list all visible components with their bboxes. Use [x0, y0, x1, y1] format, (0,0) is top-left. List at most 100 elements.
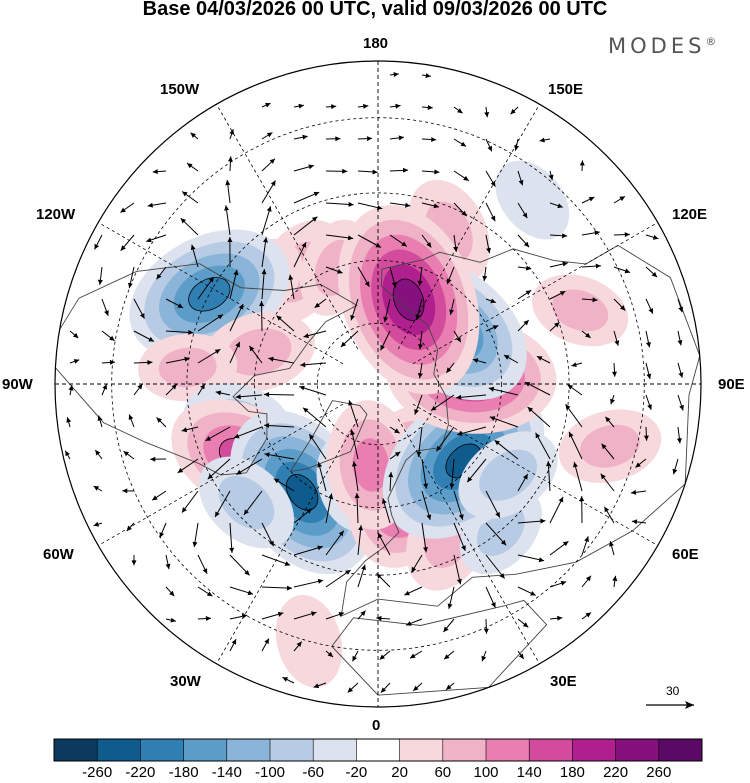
wind-arrow — [197, 348, 221, 364]
wind-arrow — [293, 578, 324, 588]
wind-arrow — [379, 650, 391, 660]
wind-arrow — [64, 450, 71, 460]
wind-arrow — [214, 490, 231, 518]
wind-arrow — [229, 522, 235, 553]
colorbar-tick-label: 60 — [434, 764, 452, 781]
anomaly-contour — [352, 438, 390, 492]
colorbar-swatch — [226, 739, 271, 761]
wind-arrow — [229, 638, 237, 652]
lon-label-30e: 30E — [550, 673, 577, 690]
wind-arrow — [517, 319, 530, 332]
wind-arrow — [131, 555, 137, 566]
wind-arrow — [579, 160, 585, 172]
lon-label-90e: 90E — [718, 376, 745, 393]
wind-arrow — [133, 383, 143, 396]
wind-arrow — [165, 298, 184, 309]
wind-arrow — [93, 521, 103, 527]
wind-arrow — [317, 461, 327, 492]
wind-arrow — [165, 586, 175, 597]
wind-arrow — [409, 650, 423, 659]
wind-arrow — [197, 276, 215, 300]
wind-arrow — [446, 266, 455, 285]
wind-arrow — [302, 407, 327, 428]
wind-arrow — [261, 638, 270, 652]
wind-arrow — [165, 383, 178, 396]
wind-arrow — [605, 416, 615, 428]
wind-arrow — [357, 103, 369, 109]
wind-arrow — [612, 575, 618, 588]
wind-arrow — [549, 540, 569, 556]
brand-logo: MODES® — [608, 34, 716, 58]
lon-label-150e: 150E — [548, 81, 584, 98]
lon-label-90w: 90W — [2, 376, 33, 393]
wind-arrow — [549, 261, 568, 268]
wind-arrow — [453, 522, 466, 551]
wind-vectors — [64, 72, 684, 694]
colorbar-swatch — [615, 739, 660, 761]
wind-arrow — [133, 298, 145, 319]
wind-arrow — [600, 473, 615, 492]
colorbar-tick-label: -20 — [345, 764, 368, 781]
wind-arrow — [581, 196, 595, 204]
wind-arrow — [421, 169, 440, 175]
wind-arrow — [325, 136, 341, 142]
wind-arrow — [165, 617, 177, 623]
wind-arrow — [357, 610, 366, 620]
wind-arrow — [677, 394, 684, 411]
wind-arrow — [630, 489, 647, 495]
wind-arrow — [248, 345, 263, 364]
wind-arrow — [645, 330, 651, 348]
meridian-line — [216, 418, 359, 664]
wind-arrow — [581, 263, 601, 269]
wind-arrow — [456, 426, 487, 436]
colorbar-tick-label: -260 — [82, 764, 113, 781]
colorbar-tick-label: -140 — [211, 764, 242, 781]
wind-arrow — [381, 498, 391, 524]
colorbar-swatch — [140, 739, 184, 761]
wind-arrow — [485, 522, 507, 546]
wind-arrow — [612, 362, 617, 377]
wind-arrow — [485, 138, 493, 152]
wind-arrow — [546, 461, 551, 492]
wind-arrow — [133, 330, 155, 342]
wind-arrow — [93, 485, 103, 492]
wind-arrow — [325, 266, 343, 274]
wind-arrow — [190, 132, 199, 140]
wind-arrow — [197, 314, 224, 332]
wind-arrow — [389, 426, 400, 434]
colorbar-tick-label: -60 — [302, 764, 325, 781]
wind-arrow — [389, 103, 401, 109]
wind-arrow — [352, 650, 359, 662]
wind-arrow — [613, 298, 626, 311]
wind-arrow — [313, 682, 327, 689]
wind-arrow — [192, 522, 199, 548]
colorbar-swatch — [529, 739, 573, 761]
lon-label-180: 180 — [363, 35, 389, 52]
wind-arrow — [517, 170, 524, 186]
reference-vector — [646, 701, 694, 709]
wind-arrow — [631, 519, 647, 525]
lon-label-150w: 150W — [160, 81, 200, 98]
colorbar-swatch — [486, 739, 530, 761]
wind-arrow — [421, 458, 429, 489]
wind-arrow — [357, 136, 373, 142]
wind-arrow — [417, 362, 423, 379]
anomaly-contour — [580, 424, 640, 468]
wind-arrow — [352, 461, 359, 492]
anomaly-contour — [392, 278, 425, 321]
wind-arrow — [485, 325, 499, 332]
wind-arrow — [354, 492, 360, 524]
wind-arrow — [610, 394, 615, 405]
wind-arrow — [389, 202, 411, 208]
wind-arrow — [449, 298, 455, 315]
wind-arrow — [101, 298, 109, 316]
wind-arrow — [581, 330, 591, 339]
wind-arrow — [472, 358, 487, 364]
wind-arrow — [517, 234, 530, 248]
wind-arrow — [69, 359, 80, 364]
wind-arrow — [215, 390, 231, 396]
wind-arrow — [494, 439, 519, 460]
wind-arrow — [159, 522, 167, 538]
wind-arrow — [165, 554, 171, 570]
wind-arrow — [481, 650, 487, 662]
